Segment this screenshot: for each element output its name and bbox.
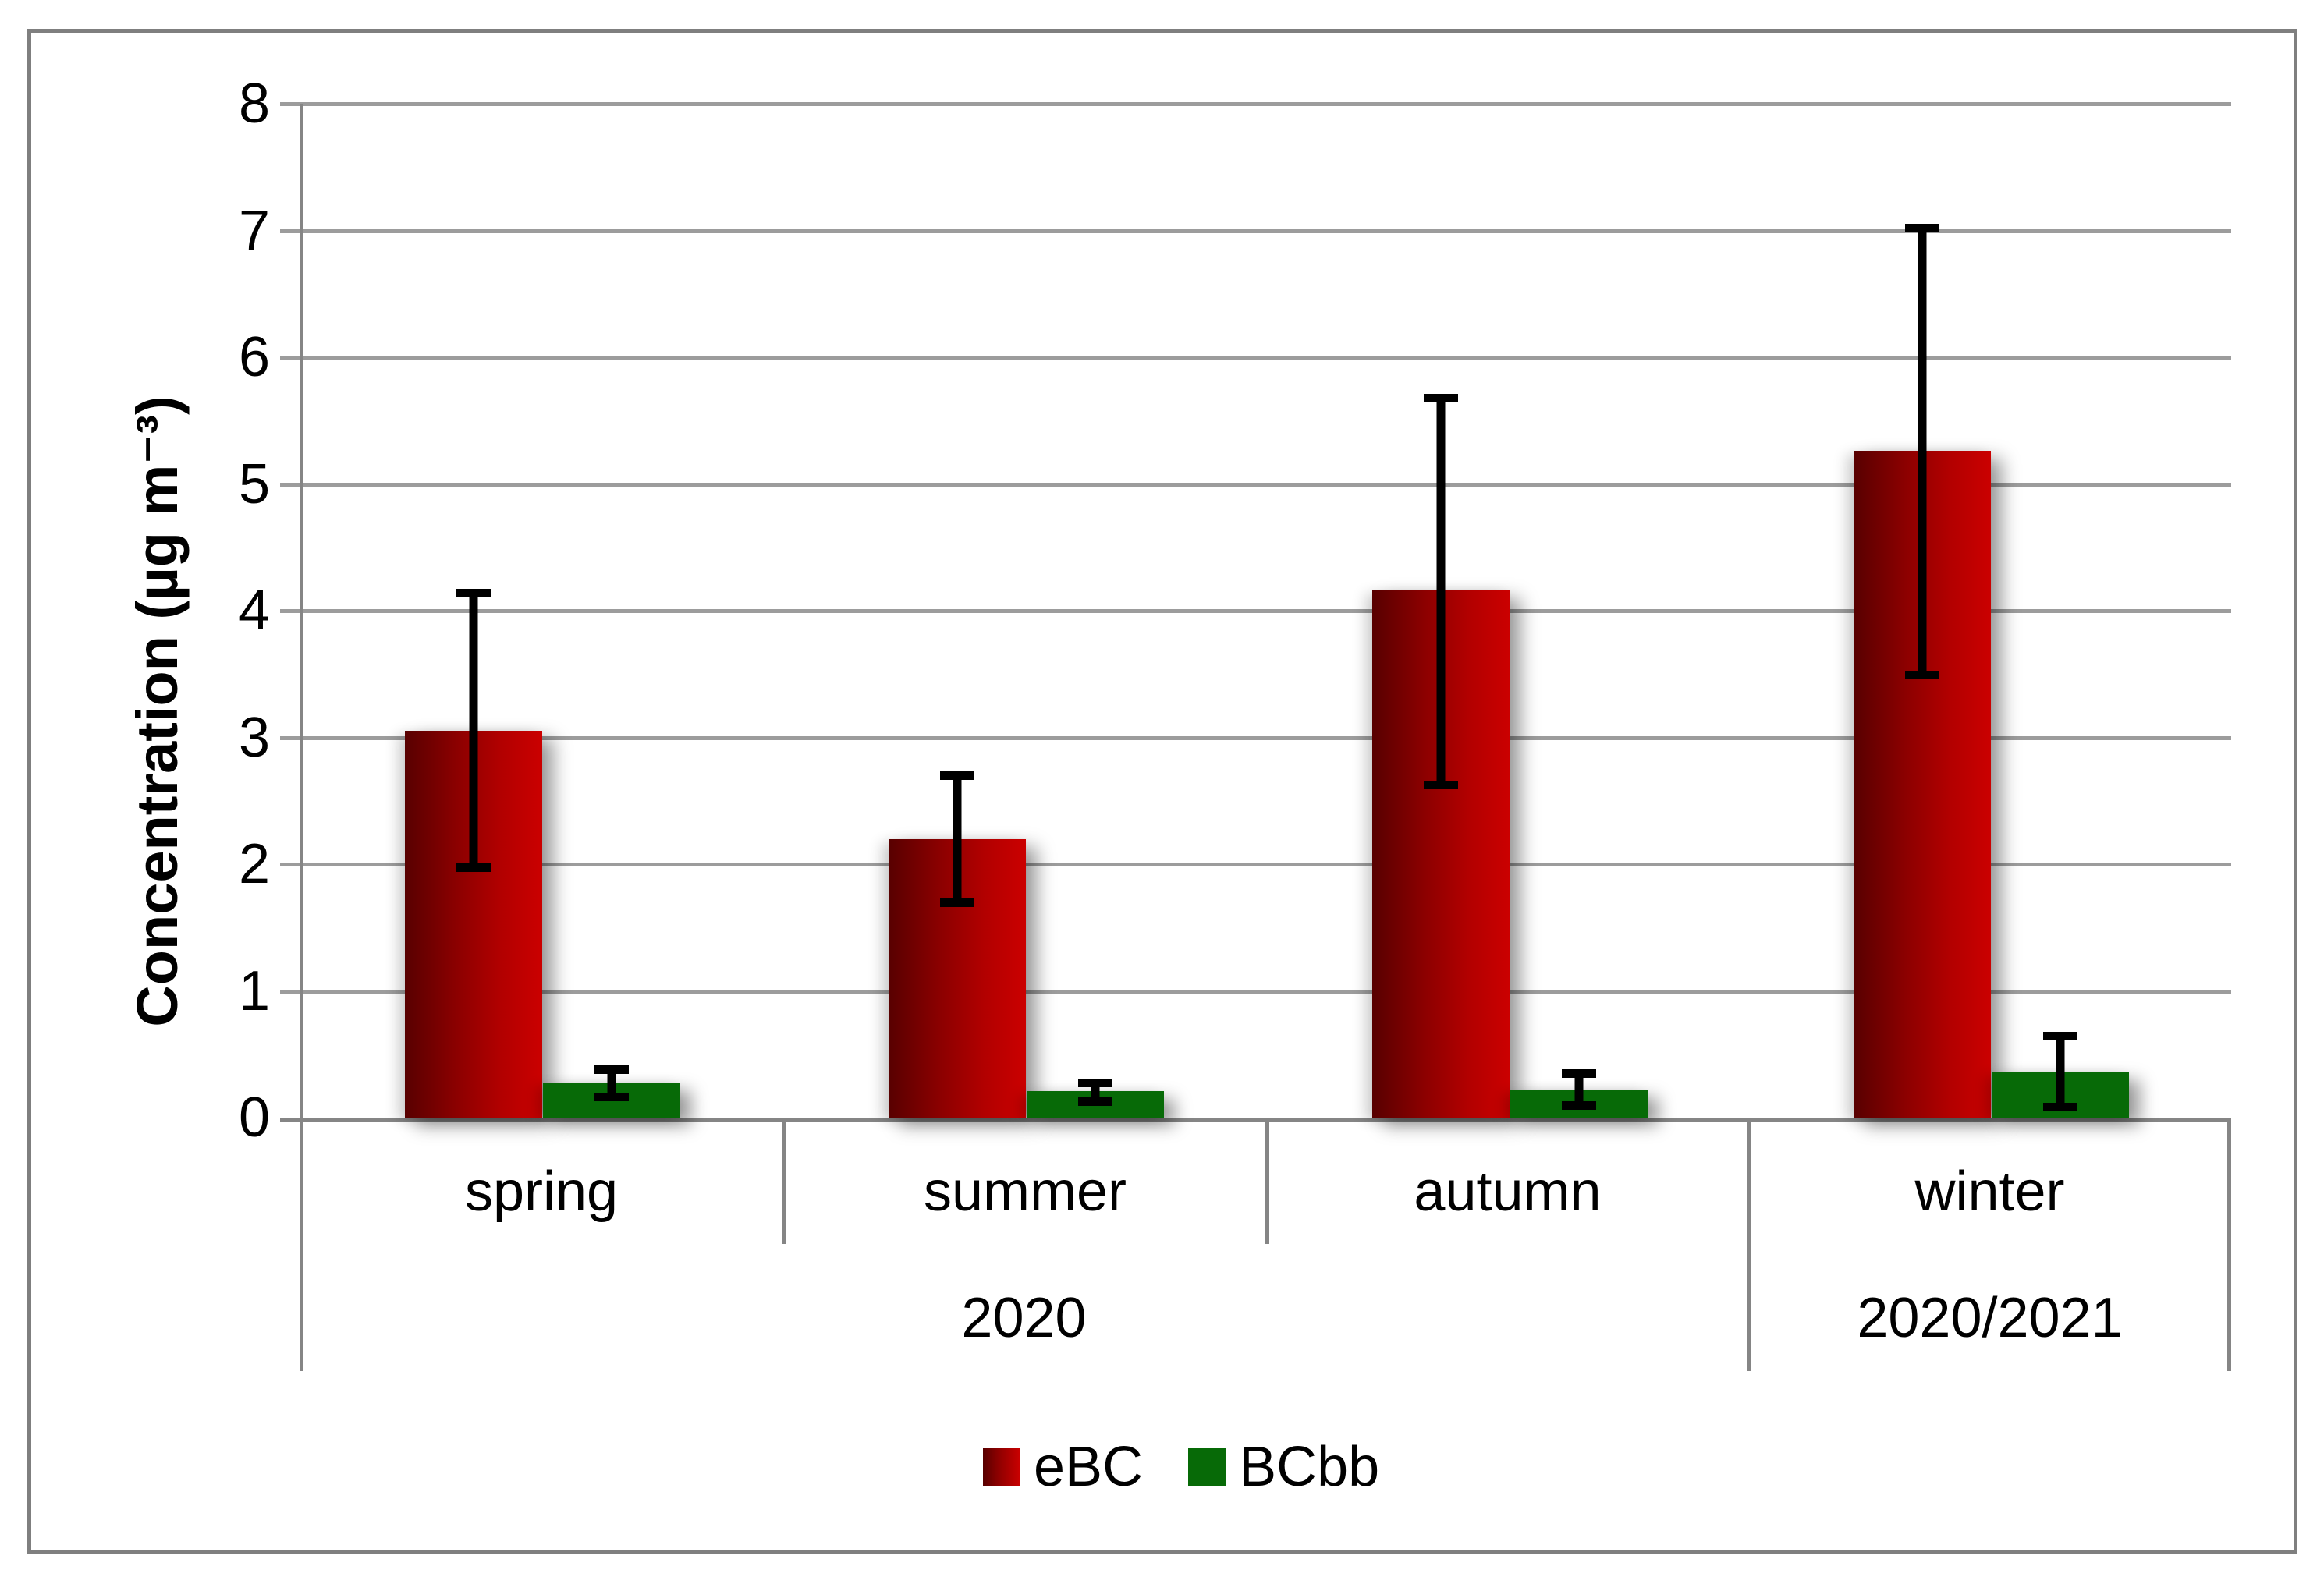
errorbar-line — [1436, 394, 1446, 790]
y-tick-label-4: 4 — [238, 579, 270, 642]
errorbar-line — [2056, 1031, 2065, 1111]
errorbar-line — [1091, 1078, 1100, 1107]
errorbar-eBC-winter — [1888, 224, 1957, 679]
legend-swatch-ebc — [983, 1447, 1020, 1486]
year-divider — [2227, 1118, 2231, 1371]
errorbar-line — [469, 589, 478, 872]
errorbar-line — [607, 1065, 616, 1101]
errorbar-cap-bottom — [456, 863, 491, 872]
legend-item-bcbb: BCbb — [1188, 1439, 1379, 1495]
errorbar-cap-top — [1424, 394, 1458, 403]
y-tick-label-3: 3 — [238, 706, 270, 769]
gridline-y2 — [280, 863, 2231, 866]
legend-label-ebc: eBC — [1034, 1436, 1144, 1498]
errorbar-BCbb-autumn — [1545, 1069, 1613, 1111]
errorbar-cap-top — [594, 1065, 629, 1075]
y-tick-label-7: 7 — [238, 199, 270, 262]
legend-label-bcbb: BCbb — [1239, 1436, 1380, 1498]
errorbar-cap-bottom — [594, 1092, 629, 1101]
category-label-autumn: autumn — [1414, 1160, 1602, 1223]
legend-swatch-bcbb — [1188, 1447, 1226, 1486]
errorbar-cap-top — [940, 771, 974, 781]
y-tick-label-0: 0 — [238, 1086, 270, 1149]
errorbar-cap-bottom — [1905, 670, 1939, 679]
gridline-y6 — [280, 356, 2231, 360]
errorbar-cap-top — [1078, 1078, 1112, 1087]
category-label-summer: summer — [923, 1160, 1127, 1223]
errorbar-cap-top — [456, 589, 491, 598]
x-axis-line — [280, 1118, 2231, 1122]
category-label-winter: winter — [1914, 1160, 2065, 1223]
year-label-2020-2021: 2020/2021 — [1857, 1287, 2123, 1349]
y-tick-label-2: 2 — [238, 833, 270, 895]
errorbar-eBC-autumn — [1407, 394, 1475, 790]
gridline-y1 — [280, 989, 2231, 994]
errorbar-BCbb-spring — [577, 1065, 646, 1101]
errorbar-cap-bottom — [2043, 1102, 2077, 1111]
errorbar-cap-top — [2043, 1031, 2077, 1040]
errorbar-BCbb-summer — [1061, 1078, 1130, 1107]
gridline-y4 — [280, 609, 2231, 613]
errorbar-cap-bottom — [1078, 1097, 1112, 1107]
y-axis-line — [300, 104, 303, 1118]
errorbar-eBC-summer — [923, 771, 992, 908]
errorbar-line — [1574, 1069, 1584, 1111]
year-label-2020: 2020 — [961, 1287, 1087, 1349]
category-label-spring: spring — [464, 1160, 619, 1223]
gridline-y3 — [280, 735, 2231, 740]
errorbar-cap-bottom — [1562, 1101, 1596, 1111]
legend-item-ebc: eBC — [983, 1439, 1143, 1495]
year-divider — [1747, 1118, 1751, 1371]
gridline-y5 — [280, 482, 2231, 487]
year-divider — [300, 1118, 303, 1371]
errorbar-cap-bottom — [940, 898, 974, 908]
y-tick-label-5: 5 — [238, 452, 270, 516]
y-tick-label-6: 6 — [238, 326, 270, 388]
plot-area: 0 1 2 3 4 5 6 7 8 spring summer autumn winter 2020 202… — [239, 76, 2231, 1371]
errorbar-line — [1918, 224, 1927, 679]
legend: eBC BCbb — [983, 1439, 1379, 1495]
errorbar-cap-top — [1562, 1069, 1596, 1079]
y-tick-label-8: 8 — [238, 73, 270, 135]
errorbar-cap-bottom — [1424, 781, 1458, 790]
y-tick-label-1: 1 — [238, 959, 270, 1022]
errorbar-eBC-spring — [439, 589, 508, 872]
category-divider — [782, 1118, 786, 1244]
gridline-y8 — [280, 102, 2231, 106]
gridline-y7 — [280, 229, 2231, 233]
errorbar-BCbb-winter — [2026, 1031, 2095, 1111]
category-divider — [1265, 1118, 1269, 1244]
errorbar-cap-top — [1905, 224, 1939, 233]
errorbar-line — [953, 771, 962, 908]
